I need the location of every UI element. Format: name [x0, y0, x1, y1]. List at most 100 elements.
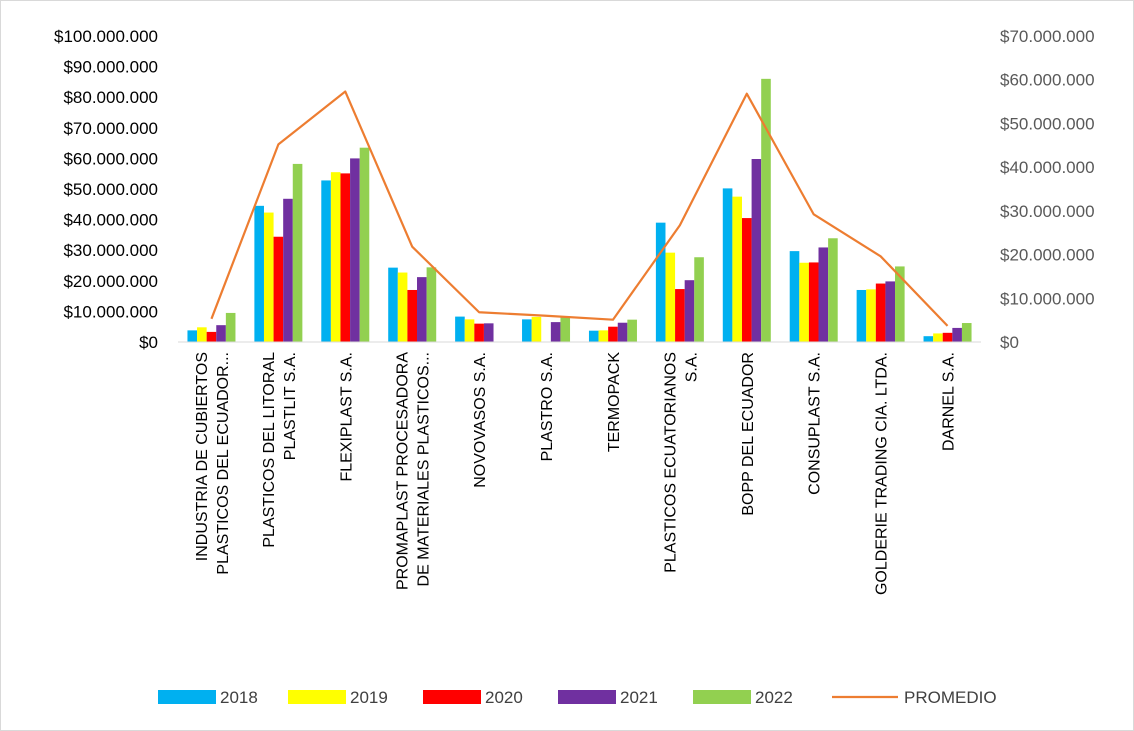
- bar-2020-4: [474, 323, 484, 342]
- category-label: BOPP DEL ECUADOR: [740, 352, 757, 516]
- category-label: GOLDERIE TRADING CIA. LTDA.: [874, 352, 891, 595]
- left-tick-label: $40.000.000: [63, 211, 158, 230]
- bar-2020-9: [808, 262, 819, 342]
- bar-2019-11: [933, 333, 943, 342]
- legend-swatch-2022: [693, 690, 751, 704]
- bar-2022-9: [828, 238, 838, 342]
- bar-2019-6: [598, 330, 609, 342]
- category-label: DE MATERIALES PLASTICOS...: [416, 352, 433, 586]
- left-tick-label: $20.000.000: [63, 272, 158, 291]
- left-axis: $0 $10.000.000 $20.000.000 $30.000.000 $40.0…: [54, 27, 158, 352]
- bar-2018-4: [455, 316, 465, 342]
- bar-2022-0: [225, 312, 236, 342]
- bar-2019-2: [330, 172, 341, 342]
- bar-2019-7: [665, 252, 676, 342]
- bar-2018-2: [321, 180, 331, 342]
- category-label: PLASTICOS ECUATORIANOS: [662, 352, 679, 573]
- category-label: TERMOPACK: [606, 352, 623, 452]
- bar-2021-5: [550, 322, 561, 342]
- bar-2022-6: [627, 319, 637, 342]
- legend-swatch-2018: [158, 690, 216, 704]
- bar-2022-1: [292, 163, 303, 342]
- bar-2021-4: [483, 323, 494, 342]
- bar-2018-5: [522, 319, 532, 342]
- right-tick-label: $60.000.000: [1000, 71, 1095, 90]
- category-label: INDUSTRIA DE CUBIERTOS: [194, 352, 211, 561]
- bar-2020-0: [206, 331, 217, 342]
- bar-2019-10: [866, 289, 876, 342]
- category-label: PLASTLIT S.A.: [282, 352, 299, 460]
- bar-2018-11: [923, 336, 934, 342]
- category-label: NOVOVASOS S.A.: [472, 352, 489, 488]
- bar-2018-6: [588, 330, 599, 342]
- bar-2018-9: [789, 251, 800, 342]
- left-tick-label: $60.000.000: [63, 149, 158, 168]
- bar-2020-7: [675, 289, 685, 342]
- bar-2019-1: [263, 212, 274, 342]
- right-tick-label: $30.000.000: [1000, 202, 1095, 221]
- category-label: PLASTICOS DEL ECUADOR...: [215, 352, 232, 575]
- bar-2018-8: [722, 188, 733, 342]
- bar-2021-9: [818, 247, 829, 342]
- category-label: PROMAPLAST PROCESADORA: [395, 352, 412, 590]
- right-tick-label: $70.000.000: [1000, 27, 1095, 46]
- bar-2022-5: [560, 316, 571, 342]
- bar-2022-7: [694, 257, 704, 342]
- category-label: PLASTICOS DEL LITORAL: [261, 352, 278, 548]
- bar-2021-8: [751, 159, 762, 342]
- legend-label-2020: 2020: [485, 688, 523, 707]
- bar-2021-11: [952, 327, 962, 342]
- line-promedio: [210, 90, 949, 327]
- category-label: FLEXIPLAST S.A.: [338, 352, 355, 482]
- legend-label-2019: 2019: [350, 688, 388, 707]
- right-tick-label: $0: [1000, 333, 1019, 352]
- legend-label-2021: 2021: [620, 688, 658, 707]
- bar-2019-0: [197, 327, 207, 342]
- bar-2021-6: [617, 322, 628, 342]
- bar-2022-11: [961, 323, 972, 342]
- legend-label-2022: 2022: [755, 688, 793, 707]
- category-label: S.A.: [683, 352, 700, 382]
- category-label: CONSUPLAST S.A.: [807, 352, 824, 495]
- bar-2019-5: [531, 316, 542, 342]
- bar-2021-2: [350, 158, 360, 342]
- bar-2022-3: [426, 267, 437, 342]
- left-tick-label: $80.000.000: [63, 88, 158, 107]
- left-tick-label: $30.000.000: [63, 241, 158, 260]
- line-layer: [210, 90, 949, 327]
- bar-2018-7: [655, 222, 666, 342]
- bars-layer: [187, 78, 972, 342]
- bar-2018-3: [388, 267, 398, 342]
- bar-2021-7: [684, 280, 695, 342]
- bar-2020-8: [741, 218, 752, 342]
- left-tick-label: $90.000.000: [63, 58, 158, 77]
- right-tick-label: $40.000.000: [1000, 158, 1095, 177]
- bar-2018-0: [187, 330, 198, 342]
- bar-2018-10: [856, 289, 867, 342]
- bar-2018-1: [254, 205, 264, 342]
- legend-label-2018: 2018: [220, 688, 258, 707]
- right-tick-label: $10.000.000: [1000, 289, 1095, 308]
- category-labels: INDUSTRIA DE CUBIERTOS PLASTICOS DEL ECUA…: [194, 352, 958, 595]
- legend-label-promedio: PROMEDIO: [904, 688, 997, 707]
- bar-2019-9: [799, 262, 809, 342]
- left-tick-label: $0: [139, 333, 158, 352]
- bar-2019-4: [464, 319, 475, 342]
- bar-2019-8: [732, 196, 742, 342]
- bar-2021-0: [216, 325, 226, 342]
- bar-2020-3: [407, 289, 418, 342]
- bar-2022-8: [761, 78, 771, 342]
- bar-2020-6: [608, 326, 618, 342]
- bar-2020-10: [875, 283, 886, 342]
- bar-2020-1: [273, 236, 284, 342]
- category-label: DARNEL S.A.: [941, 352, 958, 451]
- right-tick-label: $50.000.000: [1000, 114, 1095, 133]
- left-tick-label: $50.000.000: [63, 180, 158, 199]
- right-tick-label: $20.000.000: [1000, 246, 1095, 265]
- bar-2021-1: [283, 198, 293, 342]
- legend-swatch-2020: [423, 690, 481, 704]
- left-tick-label: $100.000.000: [54, 27, 158, 46]
- legend-swatch-2019: [288, 690, 346, 704]
